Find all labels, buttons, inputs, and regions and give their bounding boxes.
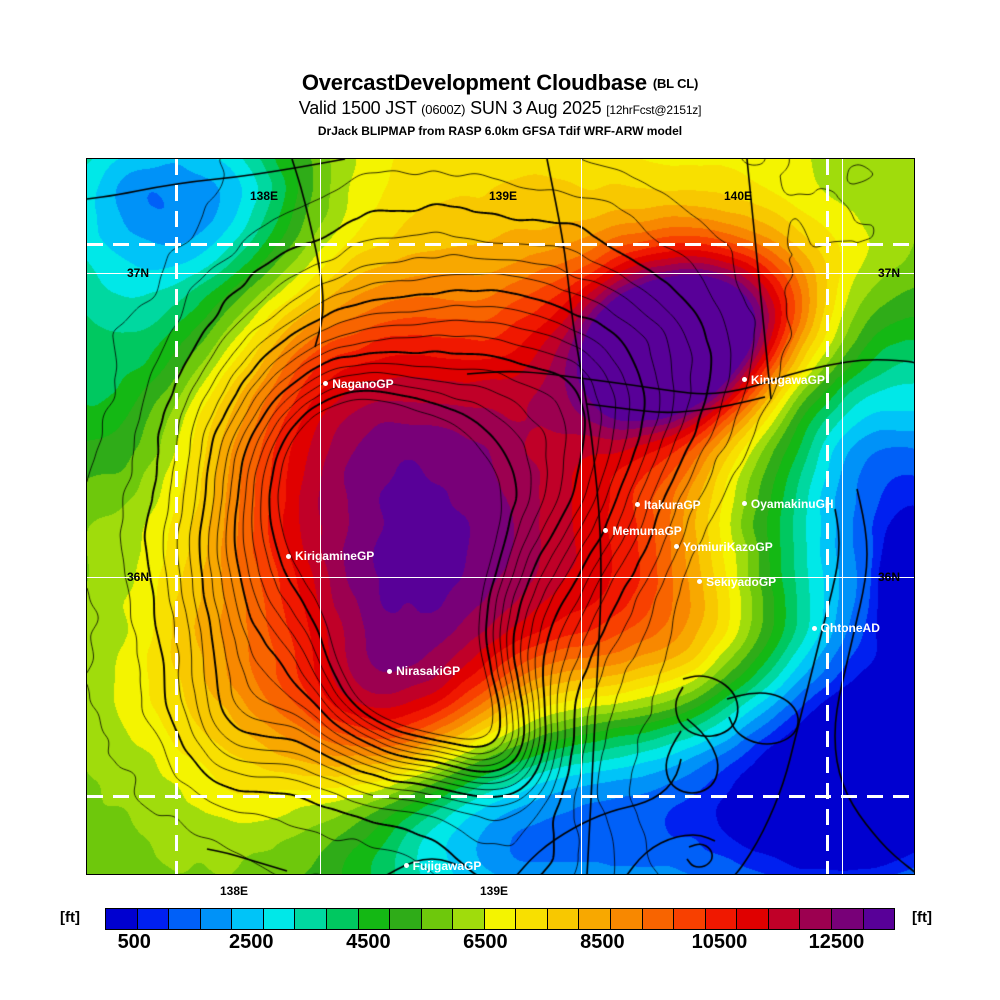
site-label: NaganoGP xyxy=(332,376,394,391)
colorbar-segment xyxy=(516,909,548,929)
colorbar-segment xyxy=(831,909,864,929)
colorbar-segment xyxy=(232,909,264,929)
colorbar-segment xyxy=(200,909,233,929)
site-dot-icon xyxy=(673,544,679,550)
colorbar: [ft] [ft] 500 2500 4500 6500 8500 10500 12500 xyxy=(0,905,1000,965)
site-marker[interactable]: YomiuriKazoGP xyxy=(673,539,773,554)
graticule-lon-138e xyxy=(320,159,321,874)
forecast-stamp: [12hrFcst@2151z] xyxy=(606,103,702,117)
site-dot-icon xyxy=(387,668,393,674)
colorbar-tick: 500 xyxy=(117,931,151,953)
site-label: KirigamineGP xyxy=(294,549,375,564)
site-dot-icon xyxy=(697,578,703,584)
domain-box-bottom xyxy=(87,795,914,798)
site-marker[interactable]: NirasakiGP xyxy=(387,664,461,679)
title-block: OvercastDevelopment Cloudbase (BL CL) Va… xyxy=(0,70,1000,140)
site-dot-icon xyxy=(741,501,747,507)
colorbar-segment xyxy=(863,909,895,929)
map-lon-label-140e: 140E xyxy=(724,189,753,203)
colorbar-tick: 10500 xyxy=(691,931,748,953)
site-label: OhtoneAD xyxy=(820,621,880,635)
colorbar-segment xyxy=(705,909,738,929)
colorbar-segment xyxy=(547,909,580,929)
site-dot-icon xyxy=(323,381,329,386)
site-dot-icon xyxy=(634,502,640,508)
colorbar-scale[interactable] xyxy=(105,908,895,930)
colorbar-segment xyxy=(106,909,138,929)
colorbar-segment xyxy=(737,909,769,929)
colorbar-tick: 2500 xyxy=(229,931,274,953)
axis-lon-label-138e: 138E xyxy=(219,884,249,898)
weather-map[interactable]: 138E 139E 140E 37N 37N 36N 36N NaganoGP K… xyxy=(86,158,915,875)
site-dot-icon xyxy=(403,862,409,868)
valid-prefix: Valid 1500 JST xyxy=(298,98,417,118)
map-lon-label-139e: 139E xyxy=(489,189,518,203)
map-lon-label-138e: 138E xyxy=(250,189,279,203)
site-label: YomiuriKazoGP xyxy=(682,539,773,554)
site-marker[interactable]: KinugawaGP xyxy=(741,372,825,387)
colorbar-segment xyxy=(579,909,611,929)
colorbar-tick: 6500 xyxy=(463,931,508,953)
site-marker[interactable]: KirigamineGP xyxy=(285,549,375,564)
colorbar-segment xyxy=(674,909,706,929)
colorbar-segment xyxy=(326,909,359,929)
colorbar-segment xyxy=(800,909,832,929)
title-main-subscript: (BL CL) xyxy=(652,76,699,91)
graticule-lon-140e xyxy=(842,159,843,874)
site-marker[interactable]: SekiyadoGP xyxy=(697,574,777,589)
site-label: NirasakiGP xyxy=(396,664,461,679)
colorbar-tick: 8500 xyxy=(580,931,625,953)
site-dot-icon xyxy=(811,625,817,631)
site-marker[interactable]: ItakuraGP xyxy=(634,497,701,512)
map-lat-label-37n-right: 37N xyxy=(878,266,901,280)
graticule-lon-139e xyxy=(581,159,582,874)
axis-lon-label-139e: 139E xyxy=(479,884,509,898)
domain-box-top xyxy=(87,243,914,246)
valid-time-line: Valid 1500 JST (0600Z) SUN 3 Aug 2025 [1… xyxy=(0,97,1000,122)
colorbar-tick: 12500 xyxy=(808,931,865,953)
site-dot-icon xyxy=(603,527,609,533)
colorbar-segment xyxy=(137,909,170,929)
site-marker[interactable]: MemumaGP xyxy=(603,523,682,538)
colorbar-segment xyxy=(484,909,517,929)
colorbar-segment xyxy=(263,909,296,929)
site-dot-icon xyxy=(285,553,291,559)
domain-box-left xyxy=(175,159,178,874)
valid-date: SUN 3 Aug 2025 xyxy=(470,98,602,118)
map-lat-label-36n-left: 36N xyxy=(127,570,150,584)
graticule-lat-37n xyxy=(87,273,914,274)
site-marker[interactable]: OhtoneAD xyxy=(811,621,880,635)
site-label: OyamakinuGH xyxy=(750,496,834,511)
graticule-lat-36n xyxy=(87,577,914,578)
valid-utc: (0600Z) xyxy=(421,102,466,117)
colorbar-segment xyxy=(642,909,675,929)
site-label: SekiyadoGP xyxy=(706,574,777,589)
colorbar-segment xyxy=(169,909,201,929)
site-label: FujigawaGP xyxy=(412,858,482,873)
title-main-text: OvercastDevelopment Cloudbase xyxy=(301,70,647,95)
map-lat-label-37n-left: 37N xyxy=(127,266,150,280)
colorbar-tick: 4500 xyxy=(346,931,391,953)
colorbar-segment xyxy=(421,909,454,929)
colorbar-segment xyxy=(358,909,391,929)
domain-box-right xyxy=(826,159,829,874)
site-marker[interactable]: NaganoGP xyxy=(323,376,394,391)
colorbar-segment xyxy=(390,909,422,929)
colorbar-unit-right: [ft] xyxy=(912,909,932,926)
colorbar-segment xyxy=(295,909,327,929)
site-marker[interactable]: OyamakinuGH xyxy=(741,496,834,511)
site-label: ItakuraGP xyxy=(643,497,701,512)
colorbar-segment xyxy=(768,909,801,929)
page-title: OvercastDevelopment Cloudbase (BL CL) xyxy=(0,70,1000,97)
map-lat-label-36n-right: 36N xyxy=(878,570,901,584)
colorbar-segment xyxy=(453,909,485,929)
colorbar-unit-left: [ft] xyxy=(60,909,80,926)
map-raster xyxy=(87,159,914,874)
model-line: DrJack BLIPMAP from RASP 6.0km GFSA Tdif… xyxy=(317,124,683,138)
site-dot-icon xyxy=(741,377,747,383)
site-marker[interactable]: FujigawaGP xyxy=(403,858,482,873)
site-label: KinugawaGP xyxy=(750,372,825,387)
colorbar-segment xyxy=(611,909,643,929)
site-label: MemumaGP xyxy=(612,523,682,538)
